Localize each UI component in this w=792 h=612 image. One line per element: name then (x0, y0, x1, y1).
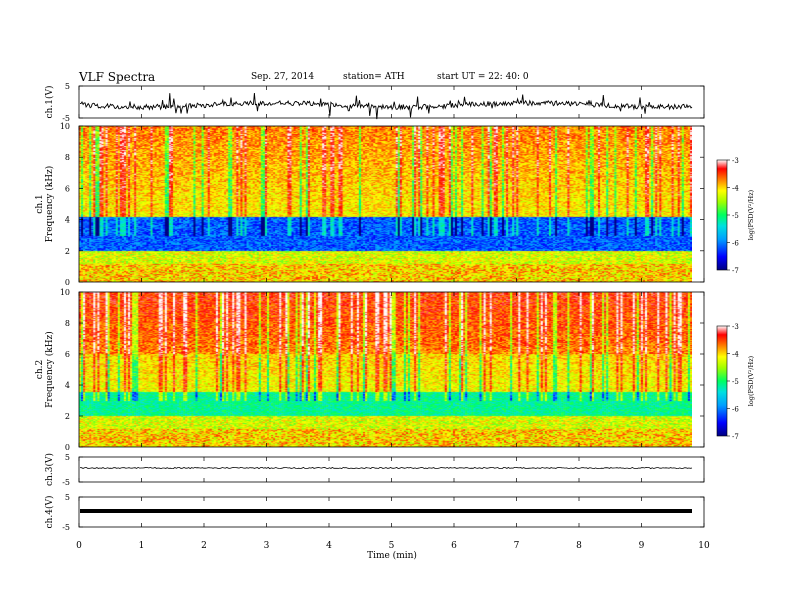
colorbar-tick-label: -5 (732, 378, 739, 386)
ylabel-3: Frequency (kHz) (44, 331, 55, 408)
ytick-label: 0 (65, 278, 70, 287)
colorbar-label: log(PSD(V²/Hz) (747, 355, 755, 406)
start-time-label: start UT = 22: 40: 0 (437, 72, 529, 82)
date-label: Sep. 27, 2014 (251, 72, 315, 82)
ch1-waveform-line (80, 93, 693, 120)
ylabel-2: Frequency (kHz) (44, 166, 55, 243)
ylabel-1: ch.1(V) (44, 86, 55, 119)
colorbar-tick-label: -4 (732, 185, 739, 193)
xtick-label: 2 (201, 541, 207, 551)
figure-title: VLF Spectra (79, 70, 156, 84)
xtick-label: 0 (76, 541, 82, 551)
colorbar-tick-label: -7 (732, 433, 739, 441)
xtick-label: 4 (326, 541, 332, 551)
ytick-label: 5 (65, 82, 70, 91)
ytick-label: 10 (60, 122, 70, 131)
colorbar-tick-label: -6 (732, 406, 739, 414)
ytick-label: 5 (65, 453, 70, 462)
xtick-label: 6 (451, 541, 457, 551)
ylabel-4: ch.3(V) (44, 453, 55, 486)
ytick-label: -5 (62, 523, 70, 532)
ytick-label: 6 (65, 184, 70, 193)
xaxis-label: Time (min) (367, 550, 417, 561)
xtick-label: 5 (389, 541, 395, 551)
ch4-waveform-line (80, 509, 692, 513)
xtick-label: 3 (264, 541, 270, 551)
colorbar-tick-label: -4 (732, 351, 739, 359)
colorbar-label: log(PSD(V²/Hz) (747, 189, 755, 240)
colorbar-tick-label: -6 (732, 240, 739, 248)
ytick-label: -5 (62, 114, 70, 123)
ytick-label: 0 (65, 443, 70, 452)
colorbar-tick-label: -3 (732, 157, 739, 165)
colorbar-tick-label: -3 (732, 323, 739, 331)
xtick-label: 9 (639, 541, 645, 551)
ch2-spectrogram-image (79, 292, 692, 447)
ch1-spectrogram-image (79, 126, 692, 282)
xtick-label: 8 (576, 541, 582, 551)
panel-frame-1 (78, 85, 705, 119)
station-label: station= ATH (343, 72, 405, 82)
xtick-label: 1 (139, 541, 145, 551)
ytick-label: 10 (60, 288, 70, 297)
ytick-label: 8 (65, 153, 70, 162)
xtick-label: 7 (514, 541, 520, 551)
ylabel-2: ch.1 (35, 194, 45, 213)
colorbar-ch2 (716, 325, 728, 437)
ytick-label: 6 (65, 350, 70, 359)
ytick-label: 2 (65, 247, 70, 256)
ytick-label: 4 (65, 216, 70, 225)
ylabel-5: ch.4(V) (44, 496, 55, 529)
ytick-label: 5 (65, 493, 70, 502)
ytick-label: 8 (65, 319, 70, 328)
ytick-label: 2 (65, 412, 70, 421)
xtick-label: 10 (698, 541, 710, 551)
colorbar-tick-label: -7 (732, 267, 739, 275)
colorbar-ch1 (716, 159, 728, 271)
ylabel-3: ch.2 (35, 360, 45, 379)
colorbar-tick-label: -5 (732, 212, 739, 220)
ytick-label: 4 (65, 381, 70, 390)
ytick-label: -5 (62, 478, 70, 487)
ch3-waveform-line (79, 466, 693, 470)
